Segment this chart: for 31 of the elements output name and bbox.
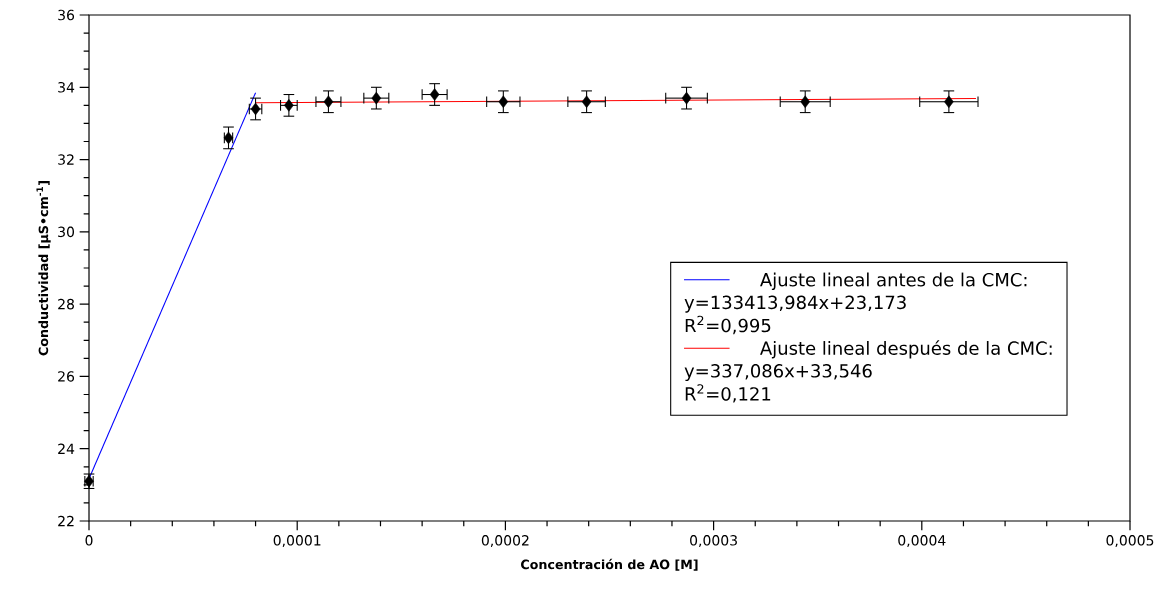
legend-label: Ajuste lineal antes de la CMC: xyxy=(760,272,1027,290)
y-tick-label: 30 xyxy=(58,226,75,238)
x-tick-label: 0,0002 xyxy=(481,535,529,548)
y-tick-label: 36 xyxy=(58,9,75,21)
point xyxy=(323,95,334,109)
y-tick-label: 24 xyxy=(58,443,75,454)
y-axis-title: Conductividad [μS•cm$^{-1}$] xyxy=(36,181,51,356)
y-tick-label: 34 xyxy=(58,81,75,93)
x-tick-label: 0,0004 xyxy=(898,535,946,548)
x-tick-label: 0 xyxy=(85,535,93,546)
y-tick-label: 22 xyxy=(58,515,74,527)
x-axis-title: Concentración de AO [M] xyxy=(521,558,698,571)
annotation: R$^{2}$=0,995 xyxy=(685,315,771,335)
y-tick-label: 28 xyxy=(58,298,74,310)
annotation: R$^{2}$=0,121 xyxy=(685,384,771,403)
point xyxy=(371,91,382,105)
point xyxy=(429,88,440,101)
point xyxy=(681,91,692,105)
point xyxy=(498,95,509,109)
point xyxy=(284,99,294,112)
x-tick-label: 0,0003 xyxy=(690,535,737,548)
legend-label: Ajuste lineal después de la CMC: xyxy=(760,340,1052,359)
point xyxy=(944,95,954,109)
annotation: y=337,086x+33,546 xyxy=(684,364,872,382)
y-tick-label: 32 xyxy=(58,154,74,165)
x-tick-label: 0,0001 xyxy=(273,535,321,548)
point xyxy=(581,95,592,109)
x-tick-label: 0,0005 xyxy=(1106,535,1154,548)
annotation: y=133413,984x+23,173 xyxy=(684,295,906,313)
y-tick-label: 26 xyxy=(58,371,75,382)
point xyxy=(800,95,810,109)
